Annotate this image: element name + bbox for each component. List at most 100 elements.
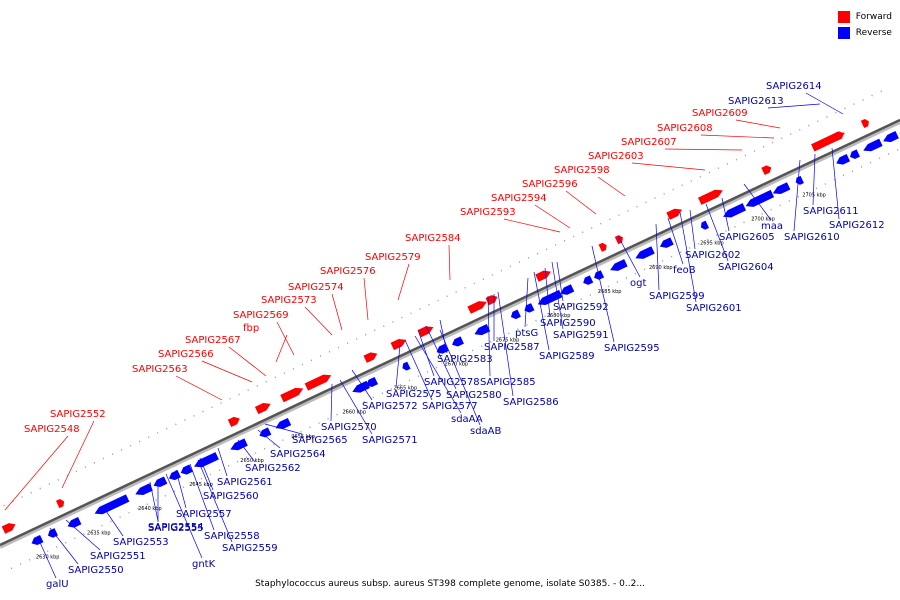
forward-gene-label: SAPIG2567 <box>185 335 241 346</box>
forward-gene-leader <box>631 162 706 171</box>
kbp-tick-label: 2655 kbp <box>291 434 315 440</box>
reverse-gene-leader <box>667 217 684 265</box>
reverse-gene-leader <box>339 379 373 435</box>
reverse-gene-label: SAPIG2586 <box>503 397 559 408</box>
forward-gene-arrow <box>417 326 434 338</box>
reverse-gene-label: sdaAA <box>451 414 483 425</box>
reverse-gene-label: SAPIG2591 <box>553 330 609 341</box>
reverse-gene-leader <box>655 223 660 291</box>
reverse-gene-label: SAPIG2558 <box>204 531 260 542</box>
reverse-gene-leader <box>175 469 187 509</box>
reverse-gene-leader <box>149 481 159 522</box>
reverse-gene-leader <box>404 339 433 401</box>
forward-guide-line <box>0 88 886 509</box>
kbp-tick-label: 2635 kbp <box>87 530 111 536</box>
forward-gene-label: SAPIG2584 <box>405 233 461 244</box>
reverse-gene-label: maa <box>761 221 783 232</box>
reverse-gene-arrow <box>259 427 272 438</box>
reverse-gene-leader <box>103 507 124 537</box>
reverse-gene-arrow <box>537 289 563 306</box>
reverse-gene-label: SAPIG2585 <box>480 377 536 388</box>
kbp-tick-label: 2650 kbp <box>240 458 264 464</box>
reverse-gene-label: SAPIG2565 <box>292 435 348 446</box>
forward-gene-arrow <box>390 339 407 351</box>
forward-gene-label: SAPIG2609 <box>692 108 748 119</box>
figure-caption: Staphylococcus aureus subsp. aureus ST39… <box>255 579 645 589</box>
reverse-gene-label: SAPIG2580 <box>446 390 502 401</box>
forward-gene-label: SAPIG2576 <box>320 266 376 277</box>
reverse-gene-leader <box>487 295 491 377</box>
forward-gene-leader <box>534 204 571 229</box>
reverse-gene-label: SAPIG2613 <box>728 96 784 107</box>
reverse-gene-leader <box>743 183 772 221</box>
reverse-gene-leader <box>417 329 435 377</box>
reverse-gene-leader <box>439 319 448 354</box>
reverse-swatch <box>837 27 850 39</box>
reverse-gene-arrow <box>366 376 379 388</box>
forward-gene-arrow <box>698 189 723 205</box>
reverse-gene-label: SAPIG2614 <box>766 81 822 92</box>
reverse-gene-leader <box>197 459 233 543</box>
reverse-gene-label: SAPIG2559 <box>222 543 278 554</box>
reverse-gene-leader <box>689 209 696 250</box>
forward-gene-arrow <box>304 374 332 391</box>
reverse-gene-label: SAPIG2555 <box>148 523 204 534</box>
reverse-gene-leader <box>257 429 281 449</box>
forward-gene-label: SAPIG2596 <box>522 179 578 190</box>
forward-gene-leader <box>700 134 775 139</box>
forward-gene-leader <box>4 435 69 511</box>
forward-gene-label: SAPIG2552 <box>50 409 106 420</box>
forward-gene-label: SAPIG2566 <box>158 349 214 360</box>
reverse-gene-arrow <box>474 323 491 336</box>
reverse-gene-arrow <box>723 203 747 218</box>
reverse-gene-arrow <box>883 130 899 143</box>
legend-reverse: Reverse <box>837 25 892 41</box>
reverse-gene-leader <box>237 439 256 463</box>
forward-gene-arrow <box>467 301 487 314</box>
kbp-tick-label: 2705 kbp <box>802 192 826 198</box>
reverse-gene-leader <box>395 344 401 389</box>
forward-gene-label: SAPIG2569 <box>233 310 289 321</box>
reverse-gene-leader <box>497 291 514 397</box>
reverse-gene-leader <box>617 235 641 278</box>
forward-gene-leader <box>228 346 267 377</box>
forward-gene-arrow <box>761 165 772 176</box>
reverse-gene-label: SAPIG2605 <box>719 232 775 243</box>
reverse-gene-label: SAPIG2602 <box>685 250 741 261</box>
reverse-gene-arrow <box>275 417 292 430</box>
reverse-gene-arrow <box>510 309 521 320</box>
reverse-gene-leader <box>199 457 214 491</box>
reverse-gene-leader <box>831 147 840 220</box>
reverse-gene-leader <box>264 423 303 435</box>
reverse-gene-label: SAPIG2562 <box>245 463 301 474</box>
reverse-gene-leader <box>425 325 457 390</box>
reverse-gene-label: SAPIG2599 <box>649 291 705 302</box>
forward-gene-arrow <box>1 523 16 534</box>
reverse-gene-arrow <box>180 464 193 475</box>
reverse-gene-label: SAPIG2592 <box>553 302 609 313</box>
reverse-gene-arrow <box>635 246 655 259</box>
reverse-gene-leader <box>330 383 333 422</box>
forward-gene-leader <box>175 375 223 401</box>
reverse-gene-leader <box>37 537 57 579</box>
reverse-gene-arrow <box>836 154 851 165</box>
reverse-gene-label: ptsG <box>515 328 538 339</box>
reverse-gene-leader <box>556 261 564 302</box>
reverse-gene-label: SAPIG2612 <box>829 220 885 231</box>
reverse-gene-arrow <box>700 220 709 230</box>
kbp-tick-label: 2700 kbp <box>751 217 775 223</box>
forward-gene-label: SAPIG2573 <box>261 295 317 306</box>
forward-gene-leader <box>304 306 333 336</box>
reverse-gene-label: feoB <box>673 265 696 276</box>
reverse-gene-arrow <box>745 189 775 207</box>
forward-gene-leader <box>363 277 369 321</box>
forward-gene-leader <box>503 218 561 233</box>
reverse-gene-arrow <box>436 343 449 354</box>
reverse-gene-arrow <box>610 259 628 271</box>
forward-gene-arrow <box>535 270 551 282</box>
forward-gene-label: SAPIG2608 <box>657 123 713 134</box>
forward-gene-arrow <box>254 403 271 415</box>
reverse-gene-label: SAPIG2572 <box>362 401 418 412</box>
